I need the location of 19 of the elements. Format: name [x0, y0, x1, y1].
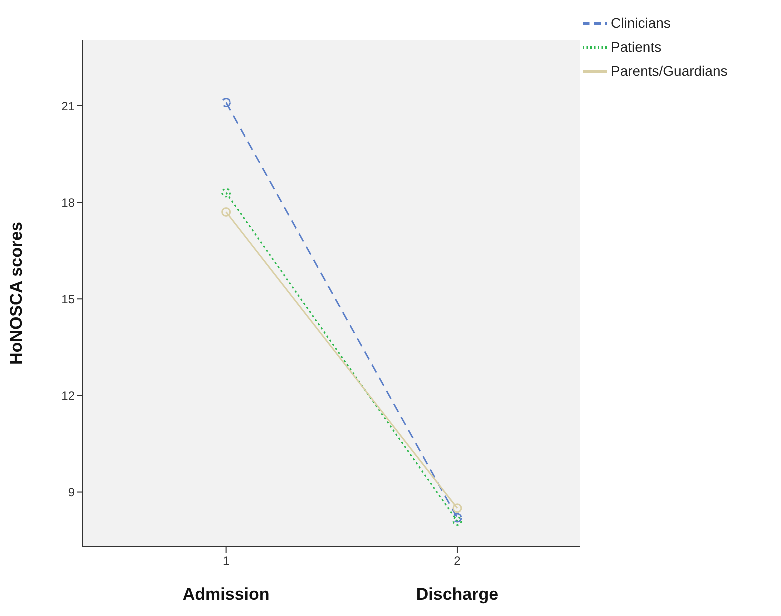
point [452, 504, 462, 514]
point [222, 188, 232, 198]
point [452, 513, 462, 523]
x-tick-label: 1 [222, 554, 230, 568]
x-tick-label: 2 [454, 554, 462, 568]
point [222, 98, 232, 108]
text: Admission [182, 585, 270, 604]
legend-label: Patients [611, 39, 662, 56]
legend-label: Clinicians [611, 15, 671, 32]
y-tick-label: 15 [62, 292, 76, 306]
point [222, 207, 232, 217]
y-tick-label: 18 [62, 196, 76, 210]
y-tick-label: 9 [68, 486, 76, 500]
y-axis-title: HoNOSCA scores [7, 222, 26, 365]
legend-label: Parents/Guardians [611, 63, 728, 80]
y-tick-label: 21 [62, 99, 76, 114]
y-tick-label: 12 [62, 388, 76, 403]
point [452, 516, 462, 526]
text: Discharge [416, 585, 499, 604]
